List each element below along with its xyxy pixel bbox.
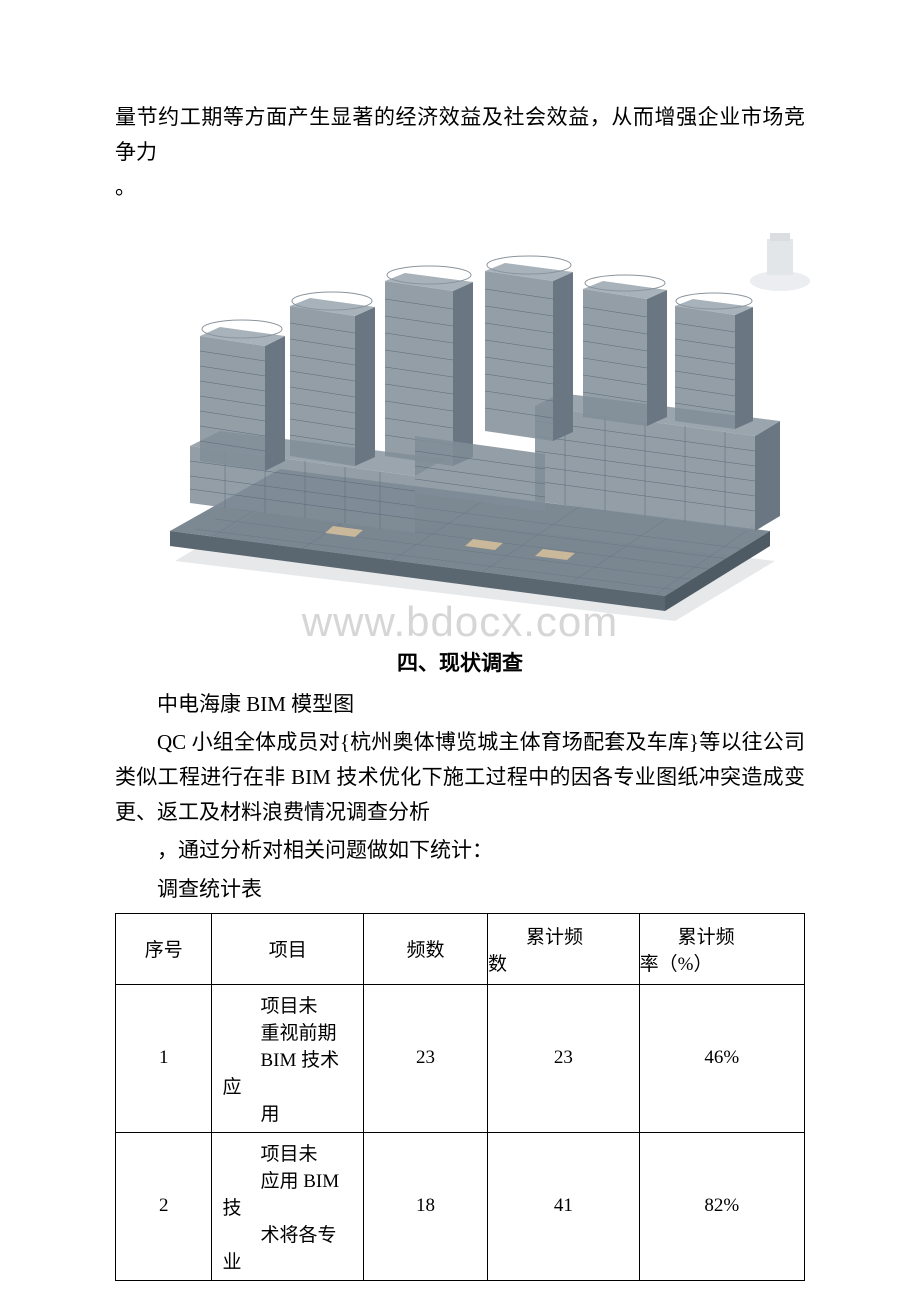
figure-caption: 中电海康 BIM 模型图 (115, 687, 805, 722)
cell-item: 项目未 应用 BIM 技 术将各专业 (212, 1132, 364, 1280)
cell-seq: 1 (116, 984, 212, 1132)
table-header-row: 序号 项目 频数 累计频 数 累计频 率（%） (116, 913, 805, 984)
cell-cum: 41 (488, 1132, 640, 1280)
cell-seq: 2 (116, 1132, 212, 1280)
th-freq: 频数 (364, 913, 488, 984)
cell-item: 项目未 重视前期 BIM 技术应 用 (212, 984, 364, 1132)
intro-paragraph: 量节约工期等方面产生显著的经济效益及社会效益，从而增强企业市场竞争力 (115, 100, 805, 169)
thumbnail-icon (745, 221, 815, 301)
cell-rate: 82% (639, 1132, 804, 1280)
cell-freq: 18 (364, 1132, 488, 1280)
body-para-1: QC 小组全体成员对{杭州奥体博览城主体育场配套及车库}等以往公司类似工程进行在… (115, 725, 805, 829)
cell-cum: 23 (488, 984, 640, 1132)
section-title: 四、现状调查 (115, 647, 805, 677)
period-mark: 。 (115, 173, 805, 202)
cell-freq: 23 (364, 984, 488, 1132)
body-para-2: ，通过分析对相关问题做如下统计： (115, 833, 805, 868)
th-seq: 序号 (116, 913, 212, 984)
th-rate: 累计频 率（%） (639, 913, 804, 984)
cell-rate: 46% (639, 984, 804, 1132)
table-row: 1 项目未 重视前期 BIM 技术应 用 23 23 46% (116, 984, 805, 1132)
bim-model-figure (115, 211, 805, 641)
th-item: 项目 (212, 913, 364, 984)
building-illustration (115, 211, 805, 641)
survey-table: 序号 项目 频数 累计频 数 累计频 率（%） 1 项目未 重视前期 BIM 技… (115, 913, 805, 1281)
th-cum: 累计频 数 (488, 913, 640, 984)
table-title: 调查统计表 (115, 872, 805, 907)
table-row: 2 项目未 应用 BIM 技 术将各专业 18 41 82% (116, 1132, 805, 1280)
